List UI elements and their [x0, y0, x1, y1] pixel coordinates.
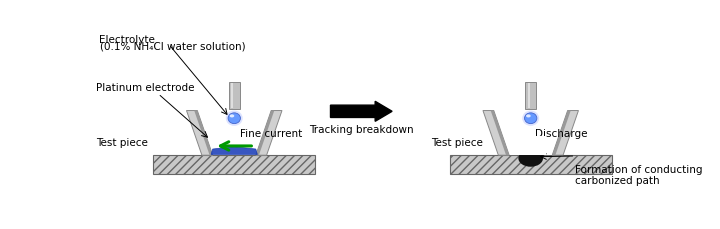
Ellipse shape: [228, 113, 240, 124]
Bar: [211, 140, 257, 155]
Polygon shape: [186, 111, 212, 155]
Polygon shape: [552, 111, 578, 155]
Bar: [153, 155, 315, 175]
Text: Test piece: Test piece: [96, 137, 148, 147]
Bar: [516, 136, 546, 155]
Polygon shape: [256, 111, 282, 155]
Polygon shape: [483, 111, 509, 155]
Bar: [526, 83, 536, 109]
Polygon shape: [211, 147, 257, 155]
Ellipse shape: [226, 111, 243, 126]
Ellipse shape: [526, 115, 531, 118]
Ellipse shape: [518, 150, 543, 167]
Ellipse shape: [525, 113, 537, 124]
Text: Platinum electrode: Platinum electrode: [96, 82, 194, 92]
Text: Test piece: Test piece: [431, 137, 482, 147]
Bar: [231, 83, 233, 109]
Text: Tracking breakdown: Tracking breakdown: [309, 124, 413, 134]
Ellipse shape: [230, 115, 234, 118]
Bar: [508, 140, 554, 155]
Polygon shape: [194, 111, 212, 155]
Bar: [229, 83, 240, 109]
Bar: [528, 83, 530, 109]
Polygon shape: [490, 111, 509, 155]
Text: Electrolyte: Electrolyte: [99, 35, 156, 45]
Ellipse shape: [522, 111, 539, 126]
Text: Discharge: Discharge: [535, 129, 588, 139]
Text: Formation of conducting
carbonized path: Formation of conducting carbonized path: [575, 164, 703, 185]
Text: Fine current: Fine current: [240, 129, 302, 139]
Bar: [450, 155, 611, 175]
Polygon shape: [256, 111, 274, 155]
Text: (0.1% NH₄Cl water solution): (0.1% NH₄Cl water solution): [99, 41, 245, 51]
FancyArrow shape: [330, 102, 392, 122]
Polygon shape: [552, 111, 571, 155]
